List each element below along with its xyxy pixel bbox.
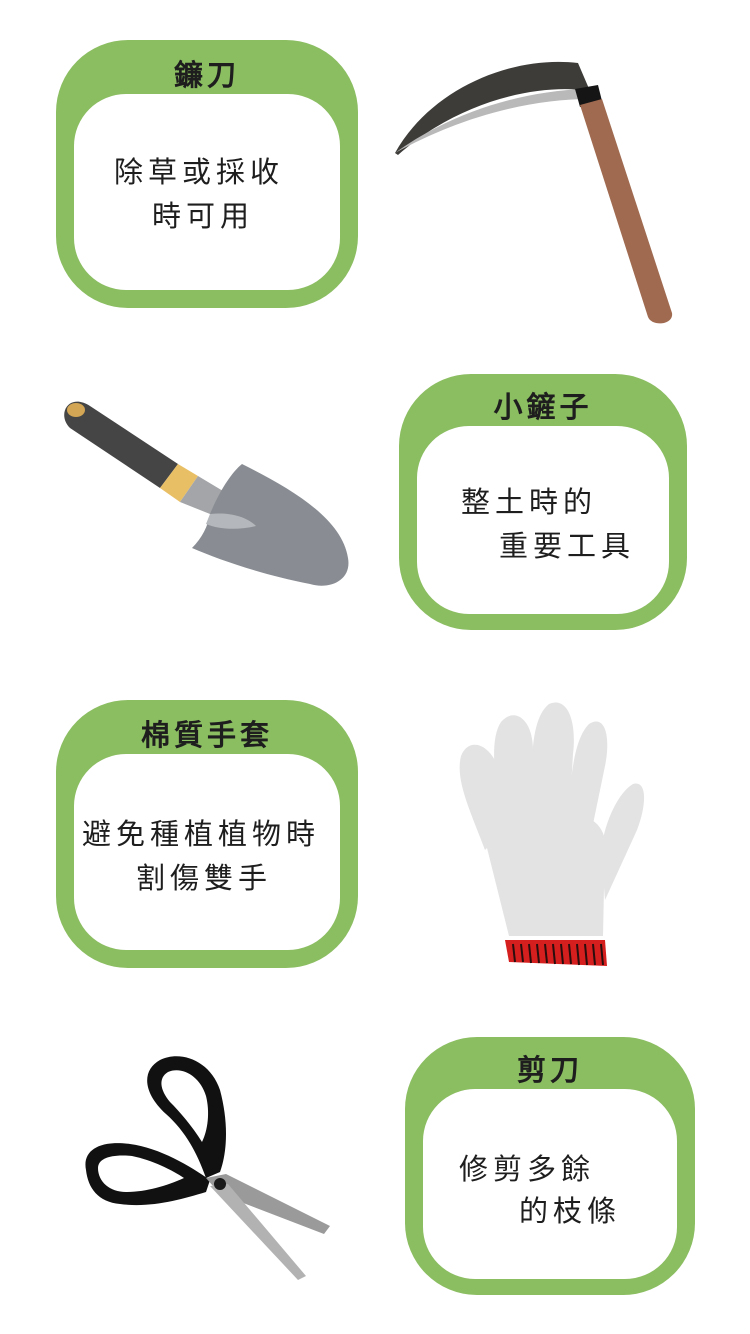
card-description-line-2: 的枝條 — [519, 1194, 622, 1228]
card-description-line-2: 時可用 — [152, 199, 255, 233]
card-title: 剪刀 — [516, 1053, 583, 1087]
card-description-line-1: 修剪多餘 — [459, 1152, 596, 1186]
trowel-icon — [64, 401, 349, 586]
card-title: 鐮刀 — [173, 58, 240, 92]
card-body — [423, 1089, 677, 1279]
tool-card-trowel: 小鏟子 整土時的 重要工具 — [399, 374, 687, 630]
card-body — [417, 426, 669, 614]
tool-card-scissors: 剪刀 修剪多餘 的枝條 — [405, 1037, 695, 1295]
card-body — [74, 754, 340, 950]
scissors-icon — [85, 1056, 330, 1280]
card-description-line-2: 重要工具 — [499, 529, 636, 563]
sickle-icon — [395, 61, 673, 324]
card-body — [74, 94, 340, 290]
glove-icon — [459, 702, 645, 966]
card-title: 小鏟子 — [493, 390, 593, 424]
card-description-line-1: 整土時的 — [461, 485, 598, 519]
tool-card-sickle: 鐮刀 除草或採收 時可用 — [56, 40, 358, 308]
tool-card-gloves: 棉質手套 避免種植植物時 割傷雙手 — [56, 700, 358, 968]
card-description-line-1: 避免種植植物時 — [82, 817, 321, 851]
card-description-line-1: 除草或採收 — [114, 155, 285, 189]
card-title: 棉質手套 — [140, 718, 273, 752]
card-description-line-2: 割傷雙手 — [136, 861, 273, 895]
